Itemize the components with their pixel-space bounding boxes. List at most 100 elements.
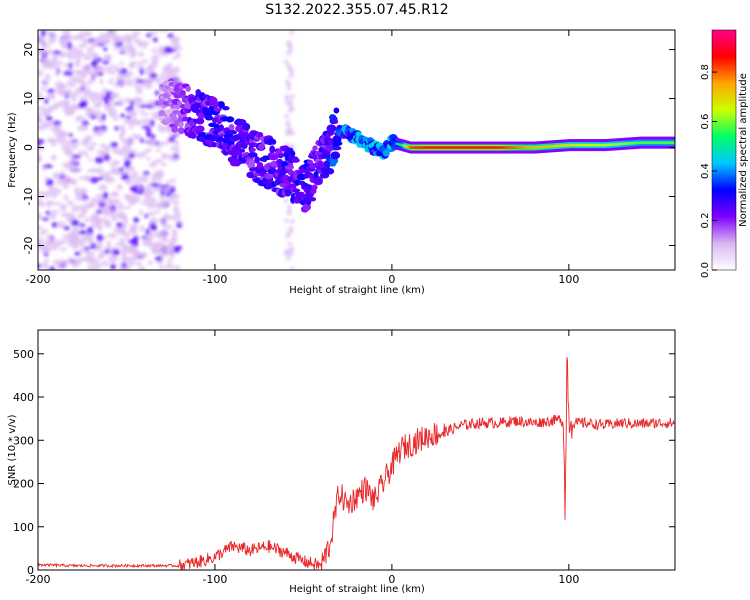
noise-blob: [121, 262, 127, 269]
ridge-blob: [269, 145, 276, 154]
ridge-core: [528, 146, 531, 149]
noise-blob: [168, 154, 174, 162]
ridge-core: [646, 141, 650, 144]
noise-blob: [68, 149, 74, 158]
ridge-core: [639, 141, 643, 144]
noise-blob: [145, 183, 152, 187]
noise-blob: [117, 202, 124, 211]
figure-title: S132.2022.355.07.45.R12: [265, 2, 448, 18]
ridge-core: [554, 144, 558, 148]
noise-blob: [48, 212, 57, 220]
noise-blob: [116, 184, 123, 191]
ridge-core: [430, 146, 434, 149]
ridge-core: [444, 146, 448, 149]
noise-blob: [163, 46, 173, 54]
ridge-core: [563, 144, 566, 147]
noise-blob: [66, 41, 72, 50]
noise-blob: [124, 50, 129, 55]
noise-blob: [61, 30, 71, 36]
noise-blob: [62, 234, 67, 240]
noise-blob: [94, 199, 104, 203]
noise-blob: [158, 171, 164, 177]
x-tick-label: 100: [558, 273, 579, 286]
noise-blob: [140, 175, 149, 183]
ridge-core: [568, 143, 572, 147]
noise-blob: [289, 30, 295, 35]
noise-blob: [57, 130, 68, 138]
noise-blob: [175, 51, 181, 59]
ridge-core: [598, 143, 602, 147]
ridge-core: [604, 143, 607, 147]
noise-blob: [154, 90, 160, 96]
noise-blob: [128, 152, 135, 159]
ridge-blob: [277, 152, 284, 159]
ridge-line: [395, 136, 675, 154]
noise-blob: [103, 55, 112, 62]
noise-blob: [288, 130, 294, 135]
noise-blob: [157, 195, 166, 200]
ridge-core: [413, 146, 416, 149]
ridge-core: [544, 145, 547, 149]
ridge-core: [436, 146, 439, 149]
noise-blob: [82, 87, 92, 95]
ridge-core: [540, 145, 543, 149]
noise-blob: [75, 115, 83, 122]
noise-blob: [38, 139, 43, 144]
noise-blob: [170, 68, 178, 76]
noise-blob: [159, 246, 165, 253]
ridge-core: [466, 146, 469, 149]
noise-blob: [90, 60, 99, 68]
ridge-blob: [324, 167, 335, 175]
noise-blob: [133, 195, 141, 203]
noise-blob: [284, 114, 290, 119]
noise-blob: [127, 245, 137, 252]
noise-blob: [161, 238, 169, 244]
noise-blob: [80, 100, 88, 107]
noise-blob: [163, 65, 170, 69]
noise-blob: [110, 192, 119, 197]
ridge-core: [469, 146, 473, 149]
noise-blob: [77, 150, 87, 156]
ridge-core: [512, 146, 515, 149]
ridge-core: [448, 146, 451, 149]
noise-blob: [78, 31, 85, 39]
noise-blob: [83, 136, 91, 142]
noise-blob: [154, 209, 160, 214]
y-tick-label: -10: [22, 188, 35, 206]
noise-blob: [167, 33, 174, 39]
noise-blob: [146, 79, 155, 83]
noise-blob: [106, 209, 117, 213]
noise-blob: [52, 50, 62, 55]
noise-blob: [126, 47, 137, 52]
noise-blob: [112, 228, 122, 233]
spectrogram-frame: [37, 29, 676, 271]
noise-blob: [87, 226, 94, 235]
noise-blob: [76, 56, 82, 65]
noise-blob: [128, 62, 136, 69]
ridge-core: [494, 146, 497, 149]
noise-blob: [41, 217, 50, 221]
ridge-core: [657, 141, 660, 144]
noise-blob: [89, 91, 99, 96]
ridge-core: [418, 146, 421, 149]
ridge-core: [630, 141, 634, 145]
noise-blob: [289, 247, 295, 252]
noise-blob: [70, 169, 80, 174]
noise-blob: [61, 144, 70, 152]
noise-blob: [285, 234, 291, 239]
noise-blob: [83, 217, 92, 222]
noise-blob: [135, 105, 140, 109]
noise-blob: [77, 125, 83, 132]
noise-blob: [287, 65, 293, 70]
ridge-core: [490, 146, 494, 149]
noise-blob: [114, 67, 122, 73]
noise-blob: [141, 235, 147, 240]
noise-blob: [123, 193, 129, 201]
ridge-core: [457, 146, 460, 149]
ridge-blob: [242, 123, 251, 131]
noise-blob: [63, 63, 69, 67]
ridge-blob: [257, 143, 265, 150]
noise-blob: [110, 211, 115, 220]
noise-blob: [138, 51, 144, 57]
